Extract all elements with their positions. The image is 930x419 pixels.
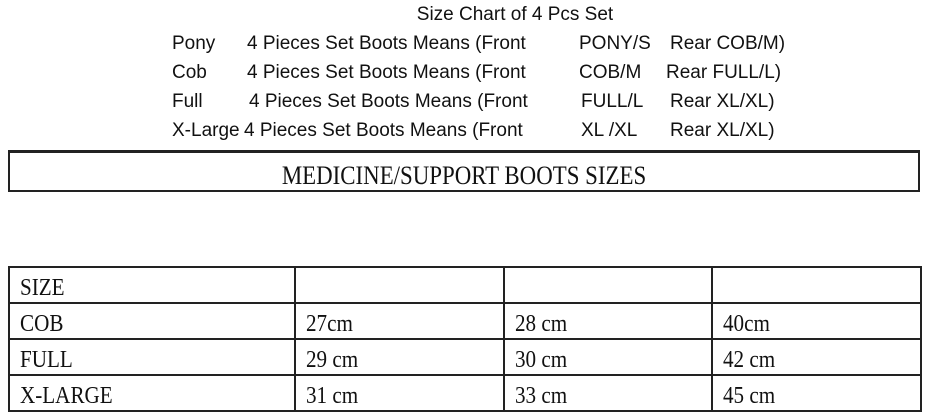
- header-cell: [294, 266, 505, 304]
- set-label: Cob: [172, 62, 207, 83]
- value-cell: 29 cm: [294, 338, 505, 376]
- value-cell: 30 cm: [502, 338, 714, 376]
- table-row: COB 27cm 28 cm 40cm: [7, 302, 922, 340]
- value-cell: 27cm: [294, 302, 505, 340]
- size-cell: X-LARGE: [7, 374, 297, 412]
- set-rear: Rear XL/XL): [670, 120, 775, 141]
- banner-text: MEDICINE/SUPPORT BOOTS SIZES: [281, 161, 647, 190]
- value-cell: 28 cm: [502, 302, 714, 340]
- set-text: 4 Pieces Set Boots Means (Front: [247, 62, 526, 83]
- set-front: XL /XL: [581, 120, 638, 141]
- size-table: SIZE COB 27cm 28 cm 40cm FULL 29 cm 30 c…: [7, 266, 922, 412]
- table-row: FULL 29 cm 30 cm 42 cm: [7, 338, 922, 376]
- header-cell: [502, 266, 714, 304]
- set-label: Full: [172, 91, 203, 112]
- size-cell: COB: [7, 302, 297, 340]
- value-cell: 40cm: [711, 302, 922, 340]
- header-cell: SIZE: [7, 266, 297, 304]
- set-front: PONY/S: [579, 33, 651, 54]
- set-label: Pony: [172, 33, 216, 54]
- value-cell: 31 cm: [294, 374, 505, 412]
- size-cell: FULL: [7, 338, 297, 376]
- set-label: X-Large: [172, 120, 240, 141]
- set-text: 4 Pieces Set Boots Means (Front: [249, 91, 528, 112]
- value-cell: 42 cm: [711, 338, 922, 376]
- set-front: COB/M: [579, 62, 642, 83]
- table-row: X-LARGE 31 cm 33 cm 45 cm: [7, 374, 922, 412]
- set-text: 4 Pieces Set Boots Means (Front: [247, 33, 526, 54]
- value-cell: 45 cm: [711, 374, 922, 412]
- set-text: 4 Pieces Set Boots Means (Front: [244, 120, 523, 141]
- header-cell: [711, 266, 922, 304]
- table-header-row: SIZE: [7, 266, 922, 304]
- set-rear: Rear COB/M): [670, 33, 786, 54]
- value-cell: 33 cm: [502, 374, 714, 412]
- size-chart-title: Size Chart of 4 Pcs Set: [416, 4, 614, 25]
- medicine-boots-banner: MEDICINE/SUPPORT BOOTS SIZES: [8, 150, 920, 192]
- set-rear: Rear XL/XL): [670, 91, 775, 112]
- set-front: FULL/L: [581, 91, 644, 112]
- set-rear: Rear FULL/L): [666, 62, 782, 83]
